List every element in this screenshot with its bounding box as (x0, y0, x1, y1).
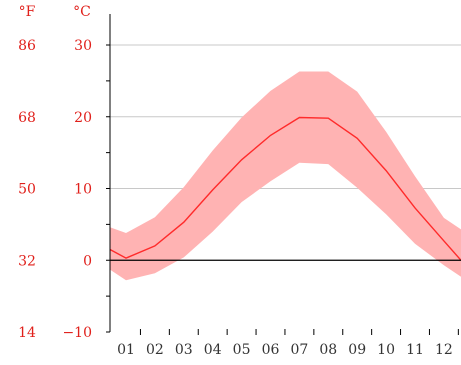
month-label: 07 (290, 342, 308, 358)
fahrenheit-tick-label: 14 (18, 325, 36, 341)
month-tick-labels: 01 02 03 04 05 06 07 08 09 10 11 12 (117, 342, 453, 358)
mean-temperature-line (109, 116, 461, 261)
celsius-tick-label: 20 (74, 110, 92, 126)
celsius-tick-label: 0 (83, 253, 92, 269)
celsius-tick-label: 30 (74, 38, 92, 54)
month-label: 05 (233, 342, 251, 358)
month-label: 04 (204, 342, 222, 358)
celsius-tick-labels: 30 20 10 0 −10 (62, 38, 92, 341)
fahrenheit-unit-label: °F (19, 4, 36, 20)
fahrenheit-tick-label: 50 (18, 182, 36, 198)
month-label: 09 (348, 342, 366, 358)
celsius-unit-label: °C (73, 4, 91, 20)
y-axis-ticks (106, 44, 110, 333)
x-axis-ticks (139, 329, 459, 335)
month-label: 03 (175, 342, 193, 358)
celsius-tick-label: −10 (62, 325, 92, 341)
month-label: 02 (146, 342, 164, 358)
month-label: 01 (117, 342, 135, 358)
fahrenheit-tick-labels: 86 68 50 32 14 (18, 38, 36, 341)
month-label: 10 (377, 342, 395, 358)
fahrenheit-tick-label: 68 (18, 110, 36, 126)
fahrenheit-tick-label: 32 (18, 253, 36, 269)
month-label: 12 (435, 342, 453, 358)
temperature-range-band (110, 71, 461, 281)
celsius-tick-label: 10 (74, 182, 92, 198)
fahrenheit-tick-label: 86 (18, 38, 36, 54)
month-label: 08 (319, 342, 337, 358)
month-label: 06 (262, 342, 280, 358)
month-label: 11 (406, 342, 424, 358)
